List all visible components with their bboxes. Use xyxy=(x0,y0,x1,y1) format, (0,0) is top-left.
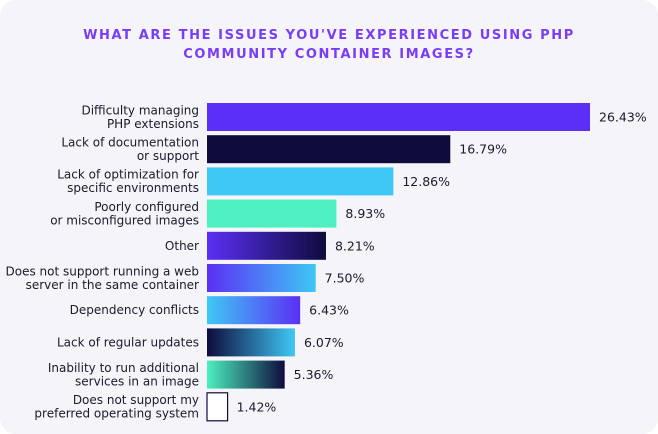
category-label-4: Poorly configured or misconfigured images xyxy=(50,200,199,228)
value-label-9: 5.36% xyxy=(294,367,334,382)
value-label-4: 8.93% xyxy=(345,206,385,221)
value-label-7: 6.43% xyxy=(309,303,349,318)
bar-1 xyxy=(207,103,590,131)
value-label-1: 26.43% xyxy=(599,110,647,125)
value-label-3: 12.86% xyxy=(402,174,450,189)
bar-6 xyxy=(207,264,316,292)
category-label-8: Lack of regular updates xyxy=(57,335,199,349)
category-label-1: Difficulty managing PHP extensions xyxy=(81,103,199,131)
category-label-10: Does not support my preferred operating s… xyxy=(34,393,199,421)
bar-7 xyxy=(207,296,301,325)
value-label-8: 6.07% xyxy=(304,335,344,350)
chart-title: WHAT ARE THE ISSUES YOU'VE EXPERIENCED U… xyxy=(0,26,658,64)
category-label-9: Inability to run additional services in a… xyxy=(48,361,199,389)
bar-2 xyxy=(207,135,451,164)
value-label-6: 7.50% xyxy=(325,271,365,286)
bar-9 xyxy=(207,360,285,389)
value-label-5: 8.21% xyxy=(335,238,375,253)
category-label-2: Lack of documentation or support xyxy=(61,135,199,163)
category-label-6: Does not support running a web server in … xyxy=(6,264,200,292)
bar-4 xyxy=(207,199,337,228)
bar-10 xyxy=(206,392,229,422)
value-label-10: 1.42% xyxy=(237,399,277,414)
value-label-2: 16.79% xyxy=(459,142,507,157)
chart-title-line-1: WHAT ARE THE ISSUES YOU'VE EXPERIENCED U… xyxy=(83,28,575,43)
bar-5 xyxy=(207,231,326,260)
chart-title-line-2: COMMUNITY CONTAINER IMAGES? xyxy=(183,47,475,62)
category-label-3: Lack of optimization for specific environ… xyxy=(57,168,199,196)
category-label-7: Dependency conflicts xyxy=(70,303,199,317)
bar-3 xyxy=(207,167,394,196)
category-label-5: Other xyxy=(165,239,199,253)
bar-8 xyxy=(207,328,295,357)
